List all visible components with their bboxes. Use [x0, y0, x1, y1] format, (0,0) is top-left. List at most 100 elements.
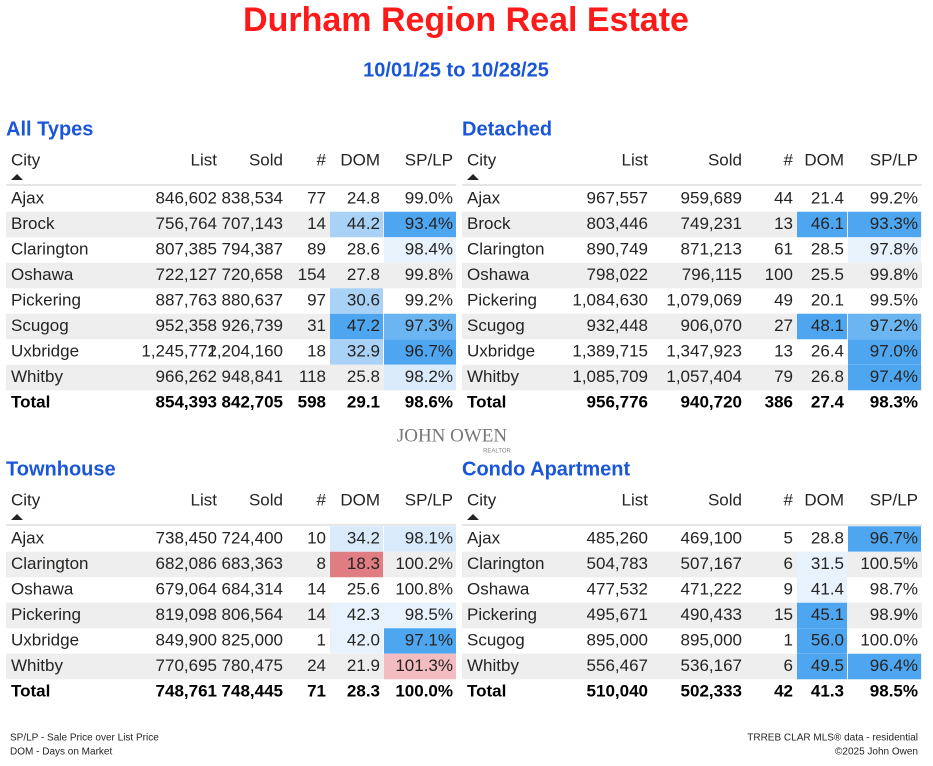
cell: 99.2% — [405, 290, 453, 309]
cell: 100.8% — [395, 579, 453, 598]
total-cell: 386 — [765, 392, 793, 411]
cell-highlight — [384, 211, 456, 238]
cell: 507,167 — [681, 554, 742, 573]
cell: 495,671 — [587, 605, 648, 624]
column-header: DOM — [340, 490, 380, 509]
cell: Scugog — [467, 316, 525, 335]
cell-highlight — [330, 339, 383, 365]
cell: 948,841 — [222, 367, 283, 386]
column-header: Sold — [249, 150, 283, 169]
cell: 1,079,069 — [666, 290, 742, 309]
column-header: SP/LP — [870, 150, 918, 169]
cell: 1,204,160 — [207, 341, 283, 360]
cell: Whitby — [467, 367, 519, 386]
cell: 96.7% — [405, 341, 453, 360]
cell: 9 — [784, 579, 793, 598]
cell: Scugog — [11, 316, 69, 335]
footnote: DOM - Days on Market — [10, 747, 112, 758]
cell-highlight — [797, 313, 847, 340]
cell: 471,222 — [681, 579, 742, 598]
cell: 21.4 — [811, 188, 844, 207]
cell: Brock — [467, 214, 511, 233]
cell: 45.1 — [811, 605, 844, 624]
cell-highlight — [384, 237, 456, 263]
cell: Pickering — [11, 290, 81, 309]
footnote: TRREB CLAR MLS® data - residential — [747, 733, 918, 744]
total-cell: Total — [467, 681, 506, 700]
column-header: SP/LP — [870, 490, 918, 509]
cell: 26.4 — [811, 341, 844, 360]
cell: 48.1 — [811, 316, 844, 335]
cell-highlight — [848, 237, 921, 263]
cell: 485,260 — [587, 528, 648, 547]
cell: 98.4% — [405, 239, 453, 258]
cell: 93.3% — [870, 214, 918, 233]
cell: 722,127 — [156, 265, 217, 284]
cell: 967,557 — [587, 188, 648, 207]
cell-highlight — [330, 288, 383, 314]
cell: 838,534 — [222, 188, 283, 207]
sort-arrow — [467, 514, 479, 520]
cell: 952,358 — [156, 316, 217, 335]
cell: 880,637 — [222, 290, 283, 309]
total-cell: 510,040 — [587, 681, 648, 700]
cell: 887,763 — [156, 290, 217, 309]
total-cell: 854,393 — [156, 392, 217, 411]
total-cell: 71 — [307, 681, 326, 700]
cell: 25.5 — [811, 265, 844, 284]
total-cell: Total — [467, 392, 506, 411]
cell: 46.1 — [811, 214, 844, 233]
cell: Whitby — [11, 656, 63, 675]
cell: 738,450 — [156, 528, 217, 547]
cell: 100 — [765, 265, 793, 284]
cell: 97.1% — [405, 630, 453, 649]
cell: 966,262 — [156, 367, 217, 386]
cell: 96.7% — [870, 528, 918, 547]
total-cell: 98.6% — [405, 392, 453, 411]
logo-tag: REALTOR — [483, 449, 511, 455]
column-header: City — [467, 150, 497, 169]
cell: 806,564 — [222, 605, 283, 624]
cell: 1,084,630 — [572, 290, 648, 309]
cell: 6 — [784, 656, 793, 675]
cell: 97.0% — [870, 341, 918, 360]
cell: 98.2% — [405, 367, 453, 386]
cell: 25.8 — [347, 367, 380, 386]
cell: 79 — [774, 367, 793, 386]
cell-highlight — [797, 211, 847, 238]
sort-arrow — [11, 514, 23, 520]
cell: 32.9 — [347, 341, 380, 360]
cell-highlight — [384, 628, 456, 654]
cell: Oshawa — [467, 579, 530, 598]
total-cell: Total — [11, 392, 50, 411]
cell-highlight — [330, 526, 383, 552]
footnote: ©2025 John Owen — [835, 747, 918, 758]
cell-highlight — [848, 526, 921, 552]
cell: 13 — [774, 341, 793, 360]
cell-highlight — [384, 653, 456, 680]
cell: 99.0% — [405, 188, 453, 207]
cell-highlight — [797, 551, 847, 578]
cell: 97.3% — [405, 316, 453, 335]
row-stripe — [462, 262, 922, 289]
cell: 24 — [307, 656, 326, 675]
cell: 724,400 — [222, 528, 283, 547]
cell-highlight — [848, 339, 921, 365]
cell: 31 — [307, 316, 326, 335]
cell: 44.2 — [347, 214, 380, 233]
column-header: # — [317, 150, 327, 169]
column-header: City — [11, 150, 41, 169]
cell: 26.8 — [811, 367, 844, 386]
table-title: Townhouse — [6, 458, 116, 480]
table-title: Condo Apartment — [462, 458, 630, 480]
cell: 1,347,923 — [666, 341, 742, 360]
cell: 47.2 — [347, 316, 380, 335]
cell: 98.1% — [405, 528, 453, 547]
cell: 97 — [307, 290, 326, 309]
cell: 926,739 — [222, 316, 283, 335]
total-cell: 98.5% — [870, 681, 918, 700]
cell: Oshawa — [467, 265, 530, 284]
cell: 89 — [307, 239, 326, 258]
table-title: Detached — [462, 118, 552, 140]
cell: 31.5 — [811, 554, 844, 573]
